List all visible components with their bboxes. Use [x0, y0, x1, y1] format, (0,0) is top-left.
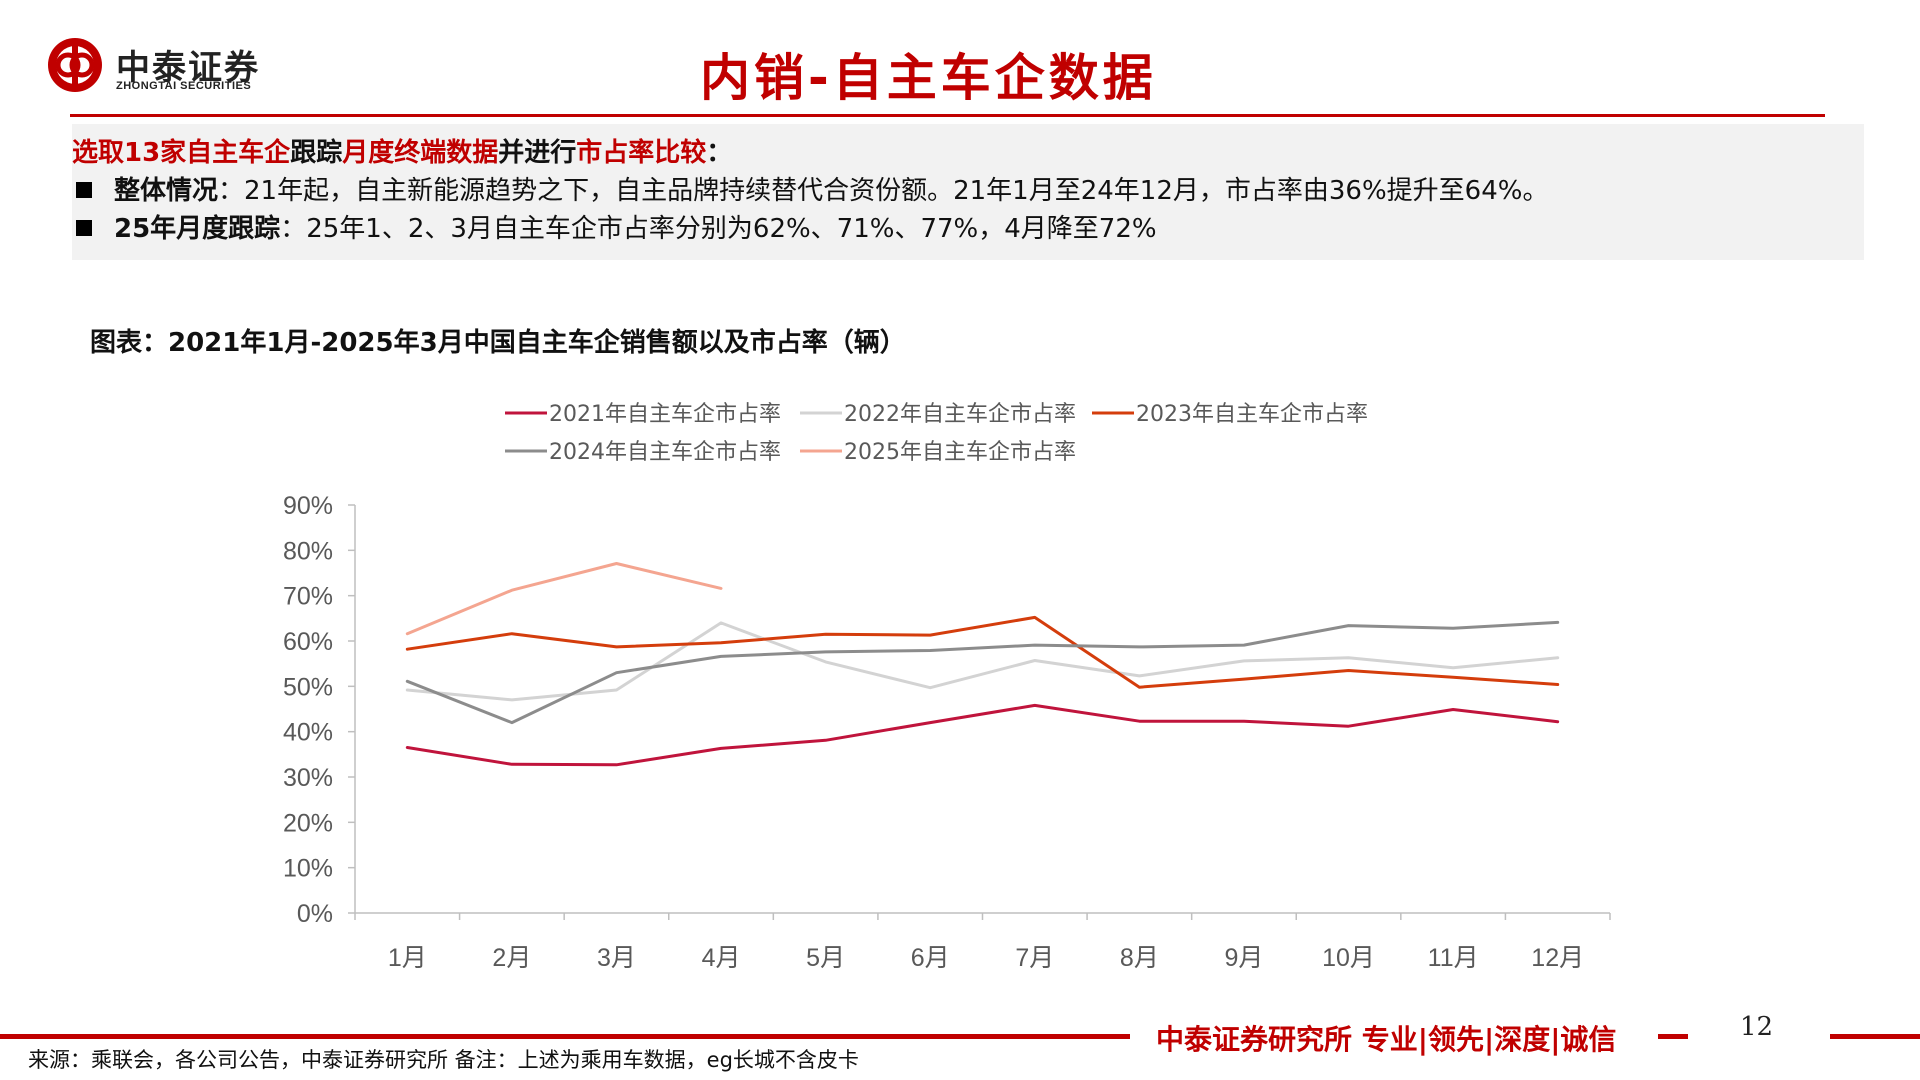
y-tick-label: 90%	[283, 492, 333, 520]
footer-bar-right	[1830, 1034, 1920, 1039]
y-tick-label: 40%	[283, 719, 333, 747]
market-share-line-chart: 2021年自主车企市占率 2022年自主车企市占率 2023年自主车企市占率 2024…	[283, 402, 1611, 972]
overall-label: 整体情况	[114, 176, 219, 206]
y-tick-label: 10%	[283, 855, 333, 883]
chart-legend: 2021年自主车企市占率 2022年自主车企市占率 2023年自主车企市占率 2024…	[505, 402, 1368, 465]
intro-part-5: 市占率比较	[576, 138, 707, 168]
x-tick-label: 3月	[597, 944, 636, 972]
footer-bar-mid	[1658, 1034, 1688, 1039]
intro-part-2: 跟踪	[290, 138, 343, 168]
company-logo: 中泰证券 ZHONGTAI SECURITIES	[46, 36, 274, 96]
figure-title: 图表：2021年1月-2025年3月中国自主车企销售额以及市占率（辆）	[90, 328, 906, 358]
chart-axes: 0% 10% 20% 30% 40% 50% 60% 70% 80% 90% 1月 2月 3月 4月 5月 6…	[283, 492, 1611, 972]
intro-part-6: ：	[706, 138, 733, 168]
page-title: 内销-自主车企数据	[700, 49, 1157, 107]
x-tick-label: 7月	[1015, 944, 1054, 972]
chart-series	[405, 562, 1560, 767]
footer-bar-left	[0, 1034, 1130, 1039]
legend-label-2023: 2023年自主车企市占率	[1136, 402, 1368, 427]
legend-label-2025: 2025年自主车企市占率	[844, 440, 1076, 465]
series-line-2024	[405, 620, 1560, 725]
x-tick-label: 12月	[1531, 944, 1584, 972]
summary-intro-line: 选取13家自主车企跟踪月度终端数据并进行市占率比较：	[72, 132, 732, 169]
title-divider	[70, 114, 1825, 117]
intro-part-3: 月度终端数据	[342, 138, 499, 168]
square-bullet-icon	[76, 182, 92, 198]
x-tick-label: 5月	[806, 944, 845, 972]
summary-monthly-line: 25年月度跟踪：25年1、2、3月自主车企市占率分别为62%、71%、77%，4…	[72, 208, 1157, 245]
y-tick-label: 70%	[283, 583, 333, 611]
summary-box: 选取13家自主车企跟踪月度终端数据并进行市占率比较： 整体情况：21年起，自主新…	[72, 124, 1864, 260]
source-note: 来源：乘联会，各公司公告，中泰证券研究所 备注：上述为乘用车数据，eg长城不含皮…	[28, 1048, 859, 1072]
series-line-2021	[405, 703, 1560, 767]
intro-part-4: 并进行	[498, 138, 577, 168]
summary-overall-line: 整体情况：21年起，自主新能源趋势之下，自主品牌持续替代合资份额。21年1月至2…	[72, 170, 1548, 207]
y-tick-label: 0%	[297, 900, 333, 928]
zhongtai-logo-icon	[48, 38, 102, 92]
x-tick-label: 10月	[1322, 944, 1375, 972]
logo-text-en: ZHONGTAI SECURITIES	[116, 80, 252, 92]
square-bullet-icon	[76, 220, 92, 236]
x-tick-label: 2月	[492, 944, 531, 972]
y-tick-label: 50%	[283, 673, 333, 701]
series-line-2023	[405, 615, 1560, 689]
legend-label-2022: 2022年自主车企市占率	[844, 402, 1076, 427]
series-line-2022	[405, 621, 1560, 702]
x-tick-label: 9月	[1225, 944, 1264, 972]
monthly-text: ：25年1、2、3月自主车企市占率分别为62%、71%、77%，4月降至72%	[280, 214, 1157, 244]
y-tick-label: 80%	[283, 537, 333, 565]
legend-label-2024: 2024年自主车企市占率	[549, 440, 781, 465]
monthly-label: 25年月度跟踪	[114, 214, 281, 244]
overall-text: ：21年起，自主新能源趋势之下，自主品牌持续替代合资份额。21年1月至24年12…	[218, 176, 1549, 206]
x-tick-label: 8月	[1120, 944, 1159, 972]
x-tick-label: 6月	[911, 944, 950, 972]
footer-slogan: 中泰证券研究所 专业|领先|深度|诚信	[1156, 1023, 1617, 1056]
x-tick-label: 1月	[388, 944, 427, 972]
y-tick-label: 20%	[283, 809, 333, 837]
page-number: 12	[1740, 1012, 1774, 1042]
y-tick-label: 60%	[283, 628, 333, 656]
x-tick-label: 4月	[702, 944, 741, 972]
legend-label-2021: 2021年自主车企市占率	[549, 402, 781, 427]
logo-text-cn: 中泰证券	[116, 48, 260, 88]
intro-part-1: 选取13家自主车企	[72, 138, 291, 168]
x-tick-label: 11月	[1428, 944, 1479, 972]
series-line-2025	[405, 562, 723, 636]
y-tick-label: 30%	[283, 764, 333, 792]
